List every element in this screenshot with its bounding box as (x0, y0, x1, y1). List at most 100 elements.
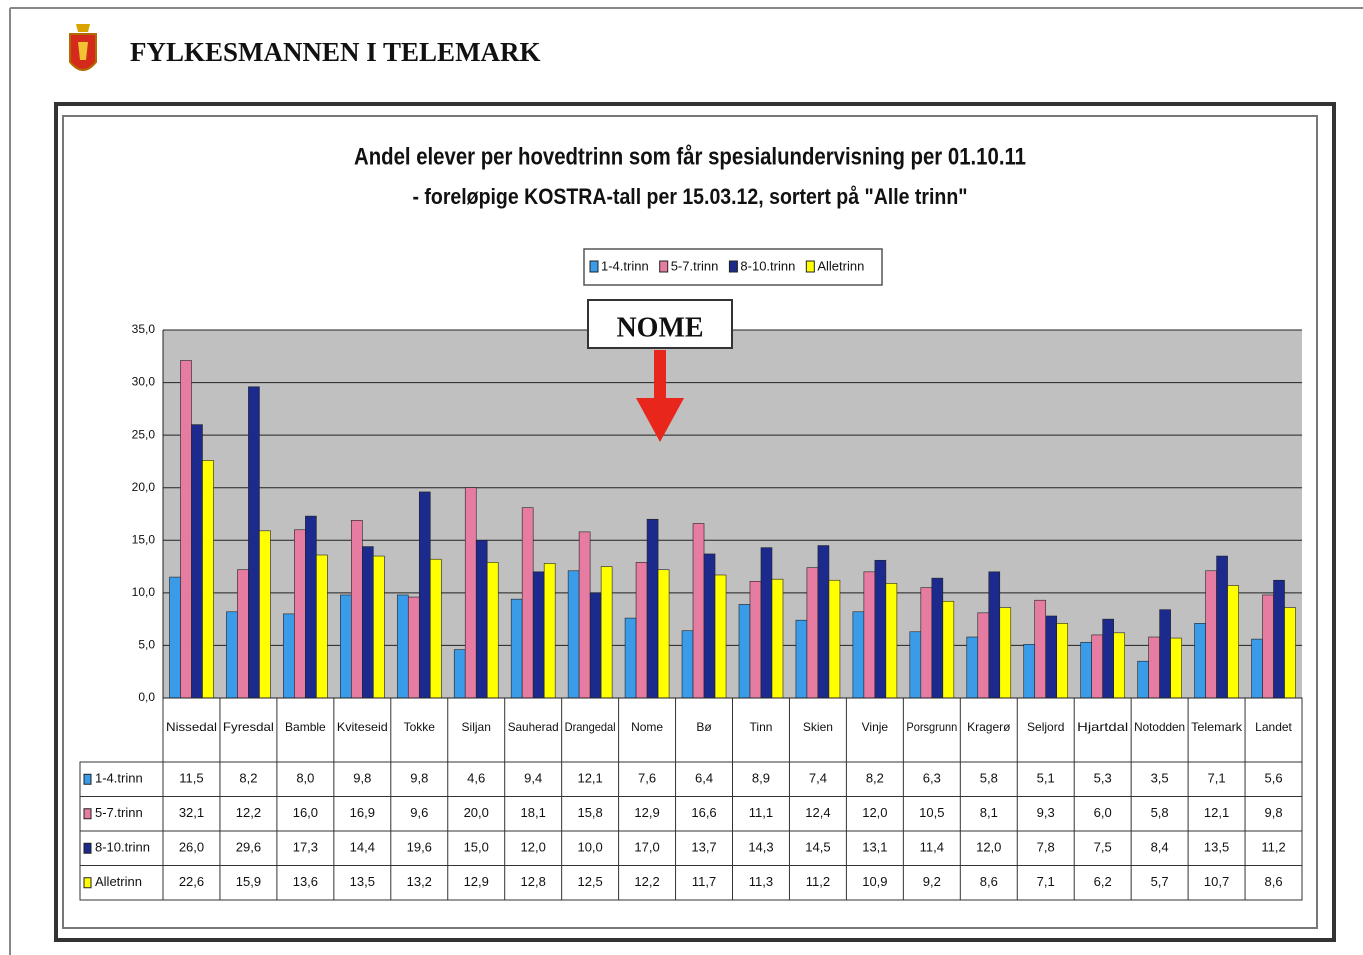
table-legend-swatch (83, 842, 92, 854)
bar (1159, 609, 1171, 699)
bar (681, 630, 694, 699)
data-label: 19,6 (407, 840, 432, 855)
data-label: 12,8 (521, 874, 546, 889)
data-label: 13,7 (691, 840, 716, 855)
bar (795, 619, 808, 699)
bar (567, 570, 580, 699)
data-label: 7,6 (638, 771, 656, 786)
data-label: 5,6 (1264, 771, 1282, 786)
x-tick-label: Nissedal (166, 720, 217, 734)
data-label: 17,0 (634, 840, 659, 855)
data-label: 15,8 (577, 805, 602, 820)
bar (657, 569, 670, 699)
bar (351, 520, 363, 699)
bar (362, 546, 374, 699)
bar (771, 578, 784, 699)
bar (999, 607, 1012, 699)
y-tick-label: 35,0 (132, 322, 156, 336)
data-label: 18,1 (521, 805, 546, 820)
bar (191, 424, 203, 699)
bar (738, 604, 751, 699)
bar (1205, 570, 1217, 699)
data-label: 12,9 (634, 805, 659, 820)
bar (1034, 599, 1047, 699)
data-label: 7,8 (1037, 840, 1055, 855)
data-label: 7,1 (1208, 771, 1226, 786)
data-label: 6,2 (1094, 874, 1112, 889)
data-label: 7,4 (809, 771, 827, 786)
data-label: 8,2 (239, 771, 257, 786)
bar (418, 491, 431, 699)
data-label: 5,8 (980, 771, 998, 786)
legend-label: Alletrinn (817, 258, 864, 273)
x-tick-label: Fyresdal (223, 720, 274, 734)
annotation: NOME (616, 312, 703, 343)
data-label: 16,6 (691, 805, 716, 820)
bar (248, 386, 260, 699)
bar (305, 515, 317, 699)
data-label: 8,9 (752, 771, 770, 786)
data-label: 9,3 (1037, 805, 1055, 820)
data-label: 9,4 (524, 771, 542, 786)
annotation-arrow (636, 350, 684, 442)
data-label: 14,5 (805, 840, 830, 855)
data-label: 9,8 (410, 771, 428, 786)
data-label: 11,5 (179, 771, 203, 786)
data-label: 22,6 (179, 874, 204, 889)
data-label: 11,1 (749, 805, 773, 820)
data-label: 13,5 (1204, 840, 1229, 855)
bar (316, 554, 328, 699)
bar (714, 574, 727, 699)
plot (163, 329, 1302, 699)
x-tick-label: Kragerø (967, 720, 1011, 734)
bar (1091, 634, 1103, 699)
bar (237, 569, 249, 699)
bar (578, 531, 591, 699)
data-label: 5,3 (1094, 771, 1112, 786)
table-row-label: 1-4.trinn (95, 771, 143, 786)
outer-frame (54, 102, 1336, 942)
data-label: 9,2 (923, 874, 941, 889)
legend-swatch (589, 260, 599, 273)
table-legend-swatch (83, 877, 92, 889)
bar (1194, 623, 1206, 699)
bar (373, 555, 385, 699)
bar (874, 559, 887, 699)
bar (407, 596, 420, 699)
bar (1273, 579, 1285, 699)
x-tick-label: Landet (1255, 720, 1292, 734)
y-tick-label: 25,0 (132, 427, 156, 441)
bar (1023, 644, 1036, 699)
plot-area (163, 330, 1302, 698)
data-label: 29,6 (236, 840, 261, 855)
y-tick-label: 10,0 (132, 585, 156, 599)
data-label: 32,1 (179, 805, 204, 820)
bar (828, 579, 841, 699)
bar (510, 598, 523, 699)
data-label: 12,9 (464, 874, 489, 889)
data-label: 12,1 (577, 771, 602, 786)
data-label: 10,7 (1204, 874, 1229, 889)
data-label: 13,1 (862, 840, 887, 855)
bar (1284, 607, 1296, 699)
bar (806, 567, 819, 699)
annotation-box (587, 299, 733, 349)
bar (202, 460, 214, 699)
bar (396, 594, 409, 699)
data-label: 11,3 (749, 874, 773, 889)
data-label: 16,0 (293, 805, 318, 820)
table-legend-swatch (83, 808, 92, 820)
bar (521, 507, 534, 699)
bar (1216, 555, 1228, 699)
table-row-label: Alletrinn (95, 874, 142, 889)
bar (1080, 641, 1092, 699)
bar (429, 558, 442, 699)
data-label: 9,8 (353, 771, 371, 786)
x-tick-label: Nome (631, 720, 663, 734)
data-label: 26,0 (179, 840, 204, 855)
legend-swatch (728, 260, 738, 273)
bar (646, 518, 659, 699)
bar (1170, 637, 1182, 699)
x-tick-label: Porsgrunn (906, 720, 957, 734)
